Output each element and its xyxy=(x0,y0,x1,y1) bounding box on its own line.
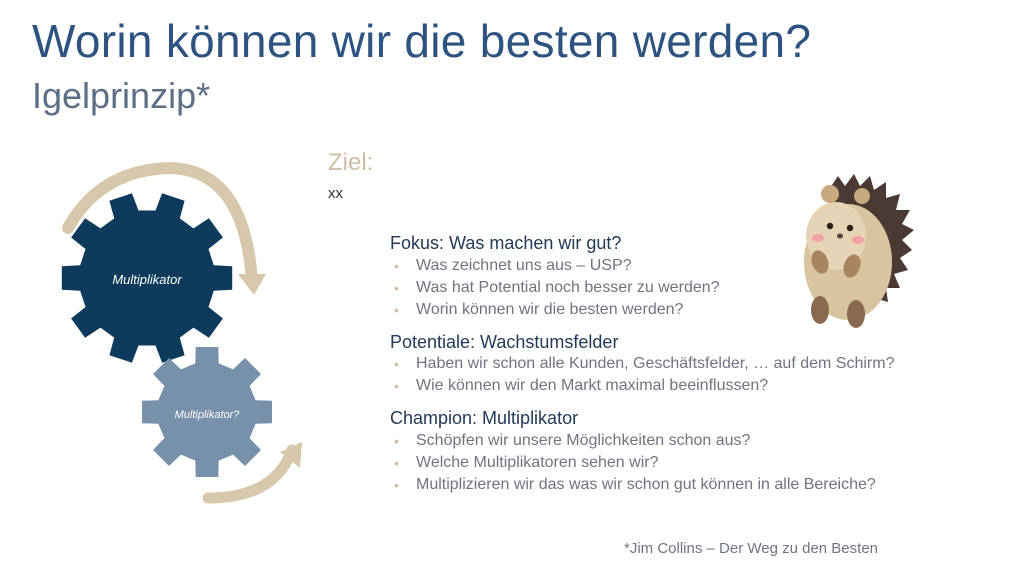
hedgehog-icon xyxy=(804,174,914,328)
bullet-item: Schöpfen wir unsere Möglichkeiten schon … xyxy=(390,430,950,452)
bullet-item: Multiplizieren wir das was wir schon gut… xyxy=(390,474,950,496)
section-champion: Champion: Multiplikator Schöpfen wir uns… xyxy=(390,407,950,496)
bottom-curved-arrow xyxy=(202,444,298,504)
content-sections: Fokus: Was machen wir gut? Was zeichnet … xyxy=(390,232,950,506)
small-gear-shape xyxy=(142,347,272,477)
slide-subtitle: Igelprinzip* xyxy=(32,75,211,116)
gear-diagram: Multiplikator Multiplikator? xyxy=(61,161,302,504)
slide-title: Worin können wir die besten werden? xyxy=(32,15,812,67)
section-heading: Potentiale: Wachstumsfelder xyxy=(390,331,619,352)
top-curved-arrow xyxy=(62,161,258,288)
small-gear-label: Multiplikator? xyxy=(175,409,241,421)
large-gear xyxy=(61,193,233,363)
section-potential: Potentiale: Wachstumsfelder Haben wir sc… xyxy=(390,331,950,398)
large-gear-shape xyxy=(61,193,233,363)
bullet-item: Welche Multiplikatoren sehen wir? xyxy=(390,452,950,474)
bullet-item: Wie können wir den Markt maximal beeinfl… xyxy=(390,375,950,397)
bullet-item: Worin können wir die besten werden? xyxy=(390,299,950,321)
section-heading: Champion: Multiplikator xyxy=(390,408,579,428)
section-heading: Fokus: Was machen wir gut? xyxy=(390,233,622,253)
footnote: *Jim Collins – Der Weg zu den Besten xyxy=(624,540,879,557)
goal-value: xx xyxy=(328,185,343,202)
bullet-item: Was zeichnet uns aus – USP? xyxy=(390,255,950,277)
goal-label: Ziel: xyxy=(328,149,374,176)
bottom-arrow-head xyxy=(280,442,302,468)
top-arrow-head xyxy=(238,274,266,295)
small-gear xyxy=(142,347,272,477)
bullet-item: Haben wir schon alle Kunden, Geschäftsfe… xyxy=(390,353,950,375)
section-focus: Fokus: Was machen wir gut? Was zeichnet … xyxy=(390,232,950,321)
large-gear-label: Multiplikator xyxy=(112,272,182,287)
bullet-item: Was hat Potential noch besser zu werden? xyxy=(390,277,950,299)
